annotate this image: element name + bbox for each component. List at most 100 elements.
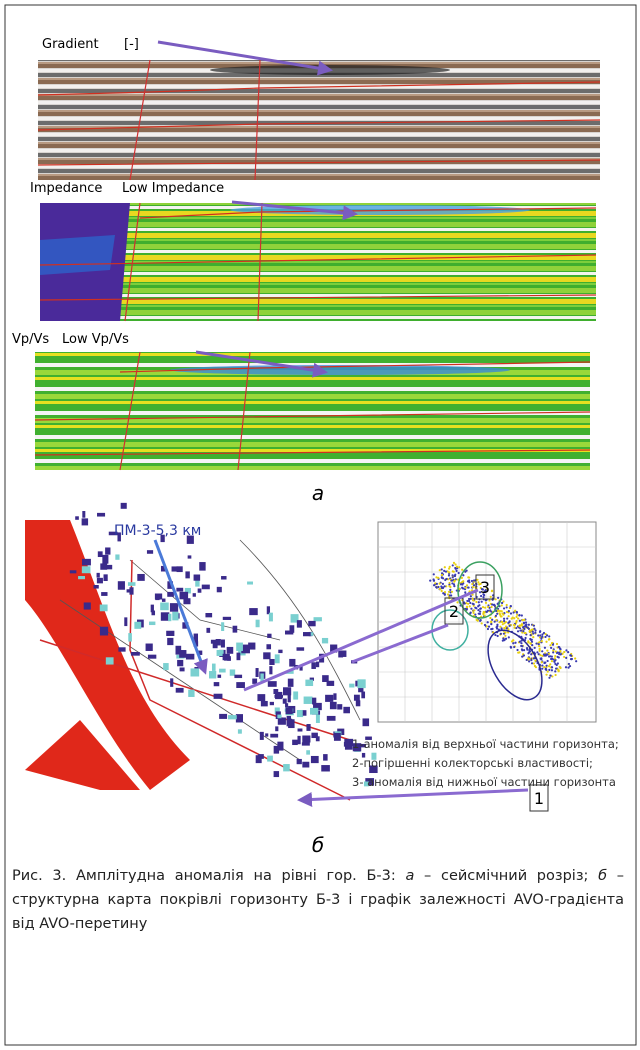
anomaly-patch xyxy=(160,602,169,611)
anomaly-patch xyxy=(127,582,136,586)
anomaly-patch xyxy=(257,694,266,702)
fault xyxy=(119,351,251,471)
anomaly-patch xyxy=(283,764,290,772)
label: Vp/Vs xyxy=(12,332,49,347)
point xyxy=(538,649,541,652)
point xyxy=(549,674,552,677)
point xyxy=(452,561,456,564)
anomaly-patch xyxy=(146,550,154,554)
point xyxy=(567,666,570,669)
arrow xyxy=(157,40,333,76)
anomaly-patch xyxy=(184,587,191,594)
point xyxy=(563,655,566,659)
horizon xyxy=(37,81,601,166)
anomaly-patch xyxy=(75,516,79,520)
point xyxy=(498,612,501,615)
point xyxy=(527,652,530,655)
point xyxy=(435,576,438,579)
point xyxy=(481,588,485,591)
anomaly-patch xyxy=(277,717,286,725)
point xyxy=(499,625,502,628)
point xyxy=(537,634,540,637)
point xyxy=(532,662,536,665)
anomaly-patch xyxy=(287,678,294,687)
point xyxy=(496,634,499,638)
point xyxy=(443,591,447,594)
point xyxy=(500,604,503,607)
point xyxy=(469,597,472,600)
point xyxy=(527,623,530,626)
anomaly-patch xyxy=(266,606,271,615)
anomaly-patch xyxy=(188,689,195,697)
anomaly-patch xyxy=(169,603,179,612)
anomaly-patch xyxy=(296,620,302,628)
anomaly-patch xyxy=(343,706,350,714)
point xyxy=(465,608,469,611)
point xyxy=(512,623,516,627)
ellipse xyxy=(457,561,503,619)
anomaly-patch xyxy=(269,658,275,665)
point xyxy=(453,574,456,578)
anomaly-patch xyxy=(108,531,118,536)
fault xyxy=(124,202,263,322)
anomaly-patch xyxy=(78,576,86,580)
point xyxy=(534,629,537,632)
anomaly-patch xyxy=(306,750,311,755)
point xyxy=(539,653,542,657)
anomaly-patch xyxy=(213,682,220,687)
point xyxy=(487,625,491,628)
point xyxy=(521,655,524,658)
point xyxy=(556,655,559,659)
point xyxy=(553,660,556,663)
point xyxy=(479,619,482,622)
point xyxy=(546,653,549,656)
point xyxy=(450,579,454,582)
point xyxy=(522,626,525,629)
point xyxy=(545,673,548,676)
point xyxy=(450,590,454,593)
anomaly-patch xyxy=(105,547,111,555)
point xyxy=(529,637,532,641)
point xyxy=(490,620,493,623)
anomaly-patch xyxy=(371,752,377,760)
point xyxy=(490,590,494,593)
point xyxy=(472,599,475,602)
point xyxy=(550,657,554,660)
point xyxy=(461,568,464,571)
point xyxy=(524,631,527,635)
anomaly-patch xyxy=(97,512,106,517)
point xyxy=(452,583,456,586)
point xyxy=(447,574,451,577)
point xyxy=(558,651,561,655)
point xyxy=(512,611,515,614)
point xyxy=(546,634,549,637)
block-band xyxy=(40,235,115,275)
point xyxy=(528,660,531,663)
anomaly-patch xyxy=(299,666,303,671)
point xyxy=(541,654,544,658)
anomaly-patch xyxy=(216,586,222,593)
point xyxy=(507,615,510,618)
arrow xyxy=(195,350,328,378)
point xyxy=(507,621,510,625)
anomaly-patch xyxy=(296,758,302,765)
point xyxy=(440,572,444,575)
point xyxy=(509,612,513,615)
point xyxy=(469,601,472,605)
point xyxy=(502,617,506,620)
point xyxy=(543,661,546,664)
point xyxy=(502,637,505,640)
point xyxy=(446,593,450,596)
point xyxy=(531,630,534,633)
point xyxy=(461,586,464,589)
anomaly-patch xyxy=(305,679,314,687)
anomaly-patch xyxy=(175,687,184,693)
anomaly-patch xyxy=(255,755,262,764)
point xyxy=(469,595,472,598)
point xyxy=(504,631,507,634)
point xyxy=(438,569,441,572)
point xyxy=(550,669,554,672)
point xyxy=(460,576,463,579)
point xyxy=(555,663,558,667)
